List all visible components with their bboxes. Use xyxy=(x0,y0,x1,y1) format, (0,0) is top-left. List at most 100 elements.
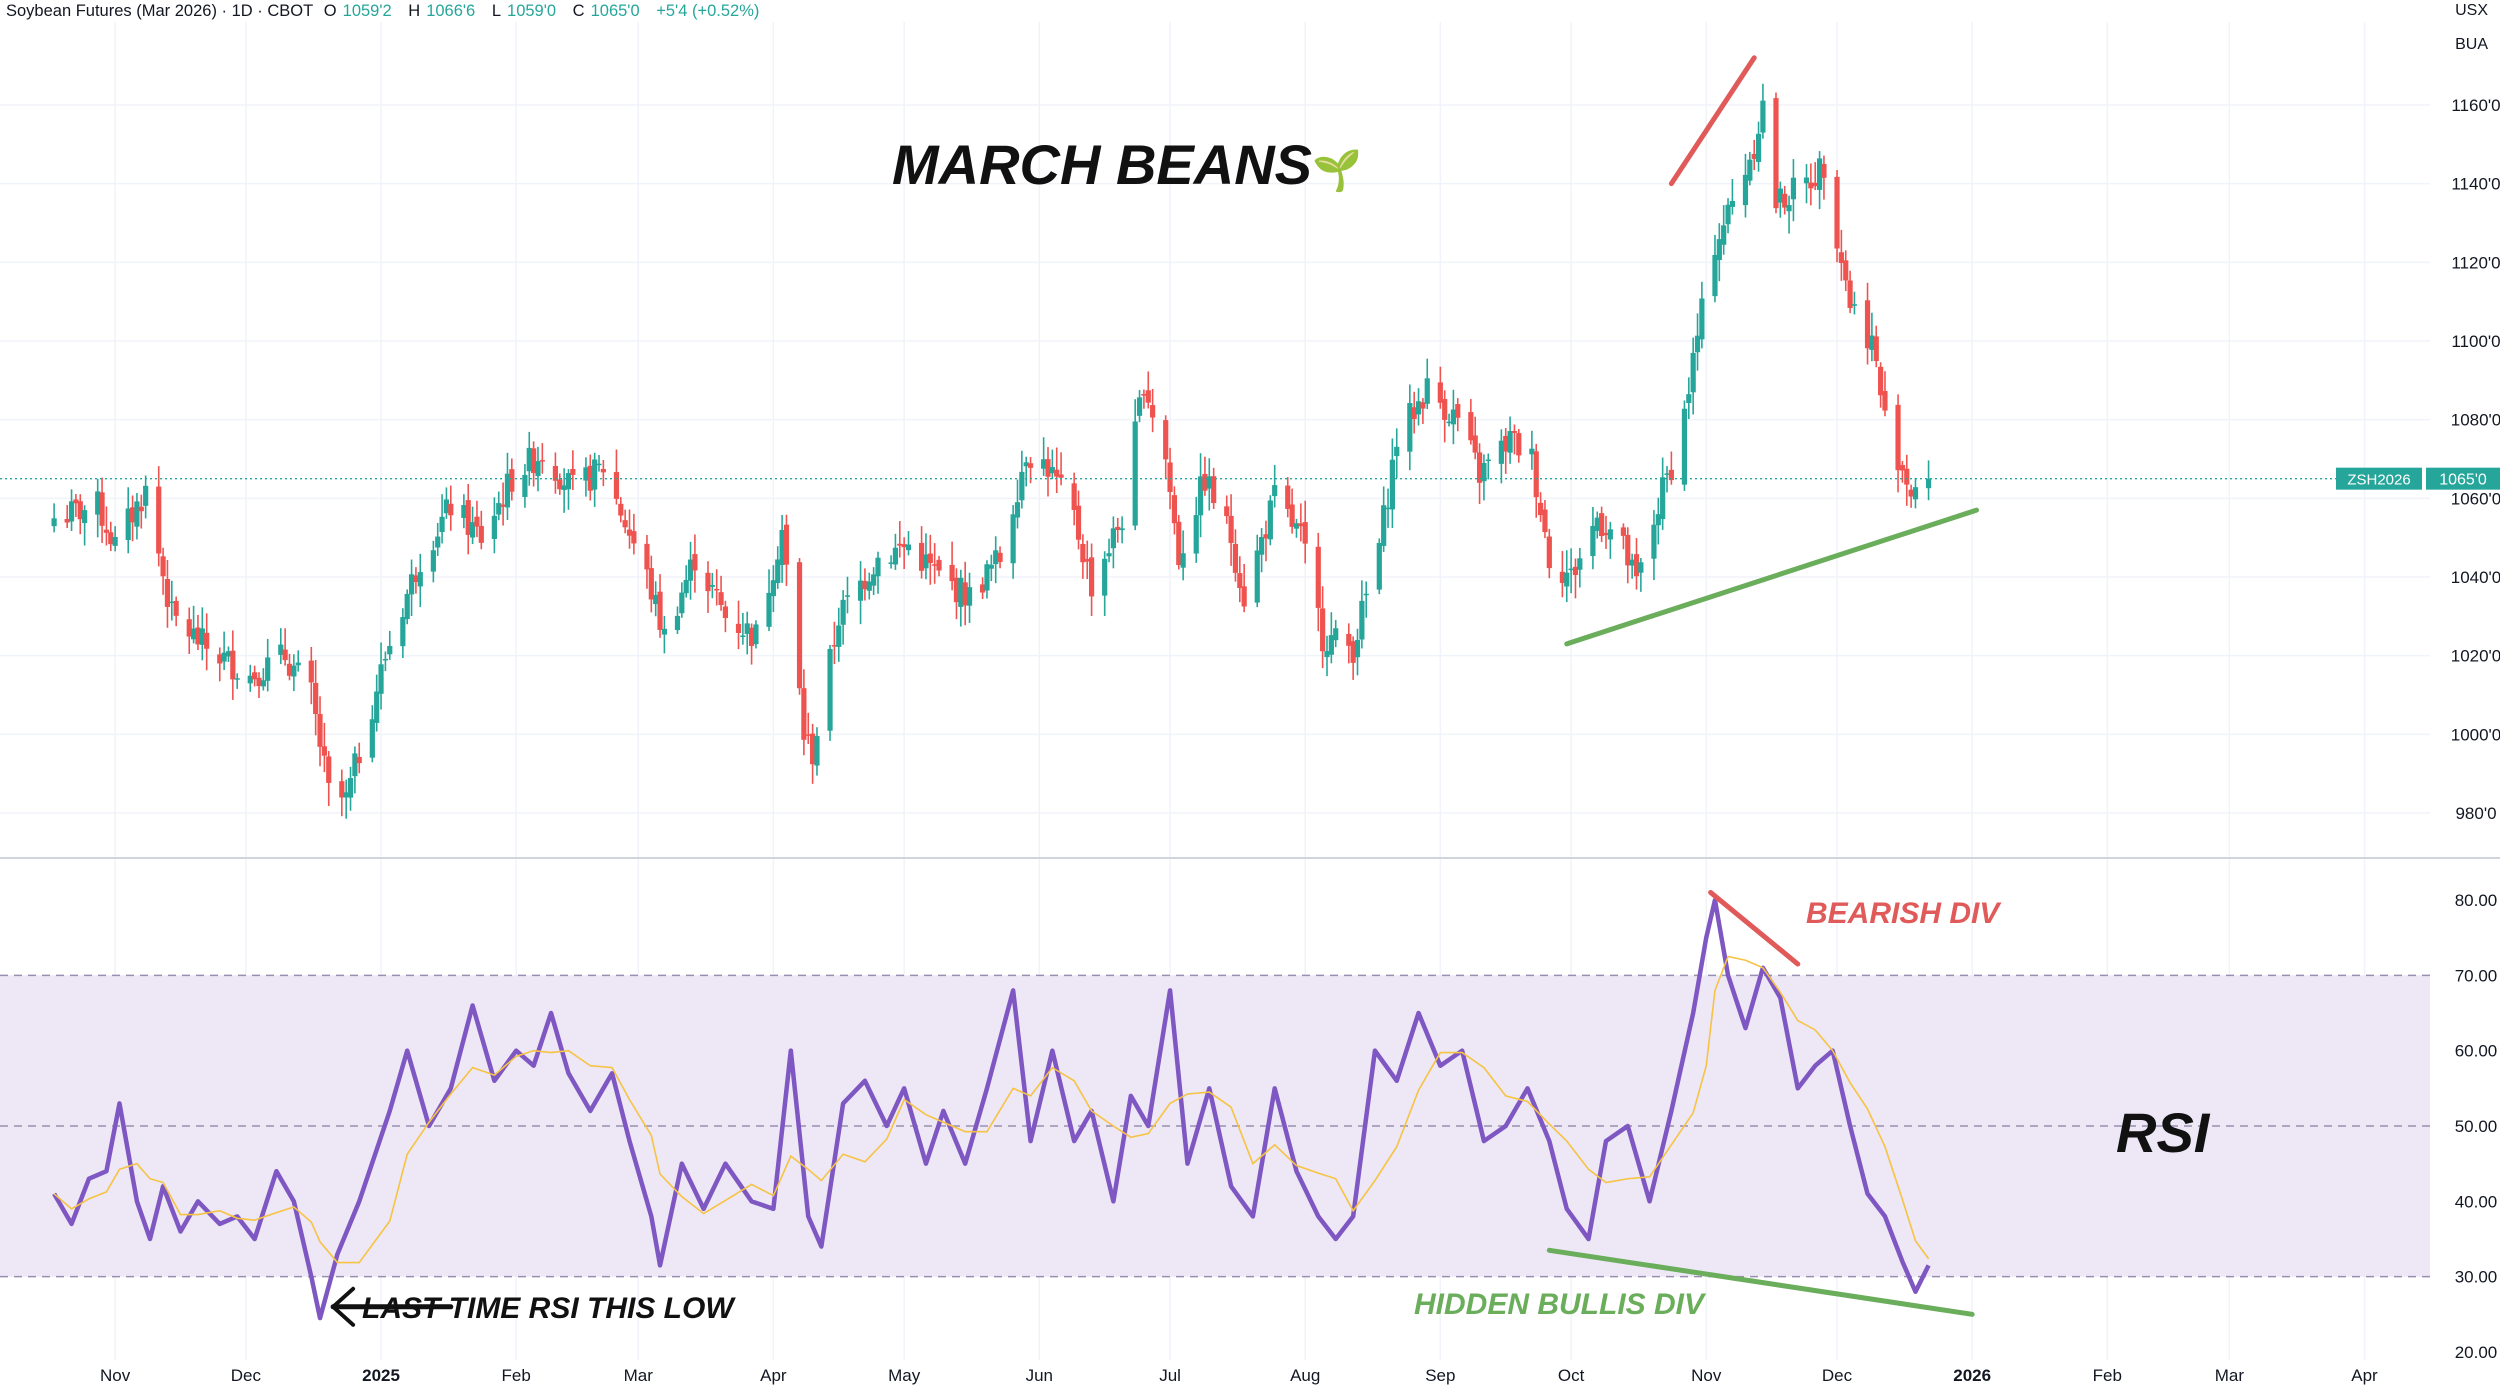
candle-body xyxy=(1594,517,1600,531)
candle-body xyxy=(282,649,288,661)
candle-body xyxy=(744,623,750,634)
candle-body xyxy=(1904,468,1910,485)
candle-body xyxy=(1725,204,1731,225)
candle-body xyxy=(1045,459,1051,477)
candle-body xyxy=(1782,193,1788,208)
candle-body xyxy=(997,552,1003,563)
candle-body xyxy=(1481,462,1487,482)
candle-body xyxy=(648,568,654,600)
candle-body xyxy=(1651,524,1657,559)
candle-body xyxy=(1751,153,1757,159)
x-tick-label: Nov xyxy=(100,1366,131,1385)
rsi-hidden-bullish-div-line[interactable] xyxy=(1546,1247,1975,1317)
candle-body xyxy=(679,592,685,614)
candle-body xyxy=(801,688,807,740)
candle-body xyxy=(496,503,502,515)
price-tag[interactable] xyxy=(2426,467,2500,490)
candle-body xyxy=(382,658,389,661)
candle-body xyxy=(1415,401,1422,415)
symbol-tag[interactable] xyxy=(2336,467,2422,490)
candle-body xyxy=(905,544,912,551)
candle-body xyxy=(770,580,776,597)
candle-body xyxy=(230,650,236,680)
unit-label[interactable]: BUA xyxy=(2455,36,2488,53)
candle-body xyxy=(1638,562,1644,573)
candle-body xyxy=(613,472,620,499)
candle-body xyxy=(561,485,567,491)
candle-body xyxy=(1333,628,1339,641)
candle-body xyxy=(491,515,497,539)
candle-body xyxy=(526,447,532,472)
candle-body xyxy=(836,625,842,647)
price-tick-label: 1160'0 xyxy=(2451,96,2500,115)
candle-body xyxy=(286,663,293,676)
price-support-trendline[interactable] xyxy=(1564,507,1980,647)
candle-body xyxy=(1302,522,1308,544)
candle-body xyxy=(1716,239,1722,261)
candle-body xyxy=(871,574,877,586)
rsi-bearish-div-line[interactable] xyxy=(1708,889,1801,967)
candle-body xyxy=(1564,572,1570,587)
x-tick-label: 2025 xyxy=(362,1366,400,1385)
candle-body xyxy=(1206,476,1212,489)
x-tick-label: Dec xyxy=(231,1366,262,1385)
candle-body xyxy=(862,580,868,590)
candle-body xyxy=(461,505,467,518)
candle-body xyxy=(1747,159,1753,181)
x-tick-label: Oct xyxy=(1558,1366,1585,1385)
candle-body xyxy=(775,559,781,584)
candle-body xyxy=(1363,593,1369,596)
candle-body xyxy=(1193,515,1199,554)
chart-title-text: MARCH BEANS xyxy=(892,133,1312,196)
candle-body xyxy=(234,678,240,680)
candle-body xyxy=(1084,559,1090,562)
candle-body xyxy=(1625,534,1631,566)
candle-body xyxy=(103,529,110,533)
candle-body xyxy=(1119,528,1125,531)
candle-body xyxy=(1537,502,1544,516)
candle-body xyxy=(1742,174,1749,206)
candle-body xyxy=(1660,477,1666,520)
candle-body xyxy=(631,531,637,544)
rsi-tick-label: 70.00 xyxy=(2455,966,2498,985)
candle-body xyxy=(1686,394,1692,404)
x-tick-label: Feb xyxy=(502,1366,531,1385)
candle-body xyxy=(1668,469,1674,481)
candle-body xyxy=(1577,558,1583,570)
candle-body xyxy=(68,501,75,522)
candle-body xyxy=(1878,366,1884,396)
candle-body xyxy=(1681,408,1688,485)
candle-body xyxy=(1633,554,1640,577)
candle-body xyxy=(1498,440,1504,464)
candle-body xyxy=(1141,393,1147,396)
candle-body xyxy=(343,792,349,798)
candle-body xyxy=(1568,568,1574,571)
instrument-name[interactable]: Soybean Futures (Mar 2026) · 1D · CBOT xyxy=(6,2,314,20)
candle-body xyxy=(692,554,698,571)
candle-body xyxy=(1394,446,1400,457)
candle-body xyxy=(443,499,450,514)
candle-body xyxy=(400,617,406,647)
candle-body xyxy=(1603,532,1609,536)
candle-body xyxy=(888,562,894,564)
candle-body xyxy=(64,518,70,523)
candle-body xyxy=(796,562,803,689)
candle-body xyxy=(404,593,410,620)
close-value: 1065'0 xyxy=(590,2,640,20)
candle-body xyxy=(1511,431,1518,433)
candle-body xyxy=(923,554,929,569)
candle-body xyxy=(714,588,720,591)
candle-body xyxy=(557,479,563,490)
x-tick-label: May xyxy=(888,1366,921,1385)
rsi-band xyxy=(0,974,2430,1278)
candle-body xyxy=(1289,504,1295,527)
candle-body xyxy=(831,645,838,647)
candle-body xyxy=(308,660,314,683)
currency-label[interactable]: USX xyxy=(2455,2,2488,19)
candle-body xyxy=(1690,352,1696,393)
sprout-icon: 🌱 xyxy=(1312,149,1362,193)
candle-body xyxy=(1293,523,1300,529)
price-bearish-trendline[interactable] xyxy=(1668,55,1757,187)
candle-body xyxy=(252,672,258,680)
rsi-tick-label: 80.00 xyxy=(2455,891,2498,910)
